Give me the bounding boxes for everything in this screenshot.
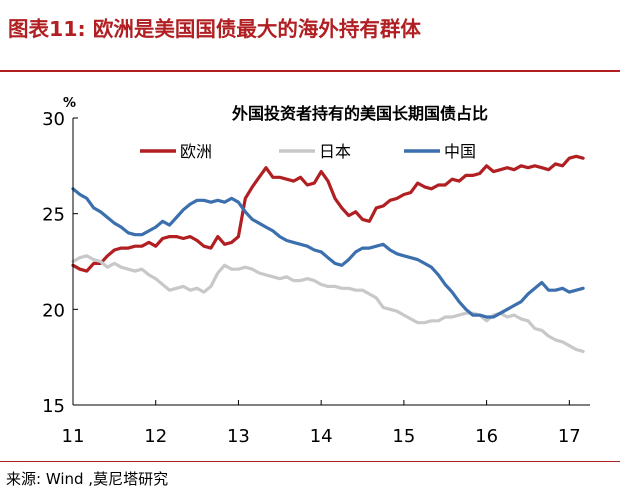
x-tick-label: 15 [392,426,415,447]
source-rule [0,461,620,462]
x-tick-label: 12 [144,426,167,447]
figure-title: 欧洲是美国国债最大的海外持有群体 [92,17,421,41]
y-tick-label: 25 [42,205,65,226]
source-text: Wind ,莫尼塔研究 [45,470,169,488]
chart-title: 外国投资者持有的美国长期国债占比 [231,104,488,123]
legend: 欧洲 日本 中国 [140,142,476,161]
y-axis-unit: % [63,96,76,111]
y-tick-label: 30 [42,109,65,130]
x-tick-label: 17 [558,426,581,447]
figure-header: 图表11: 欧洲是美国国债最大的海外持有群体 [0,0,620,58]
source-label: 来源: [6,470,42,488]
y-tick-label: 15 [42,396,65,417]
legend-label: 日本 [319,142,351,161]
series-lines [71,154,585,353]
header-rule [0,70,620,72]
y-axis: 15 20 25 30 [42,109,78,417]
y-tick-label: 20 [42,300,65,321]
x-tick-label: 11 [62,426,85,447]
x-tick-label: 16 [475,426,498,447]
legend-label: 中国 [444,142,476,161]
chart: 15 20 25 30 11 12 13 14 15 16 17 % 外国投资者持有的美国长期国债… [42,96,590,447]
legend-label: 欧洲 [180,142,212,161]
series-line-0 [71,154,585,273]
series-line-2 [71,187,585,319]
series-line-1 [71,254,585,353]
x-axis: 11 12 13 14 15 16 17 [62,400,590,447]
x-tick-label: 13 [227,426,250,447]
source-note: 来源: Wind ,莫尼塔研究 [6,466,168,492]
x-tick-label: 14 [310,426,333,447]
plot-area [71,154,585,353]
figure-label: 图表11: [8,17,86,41]
